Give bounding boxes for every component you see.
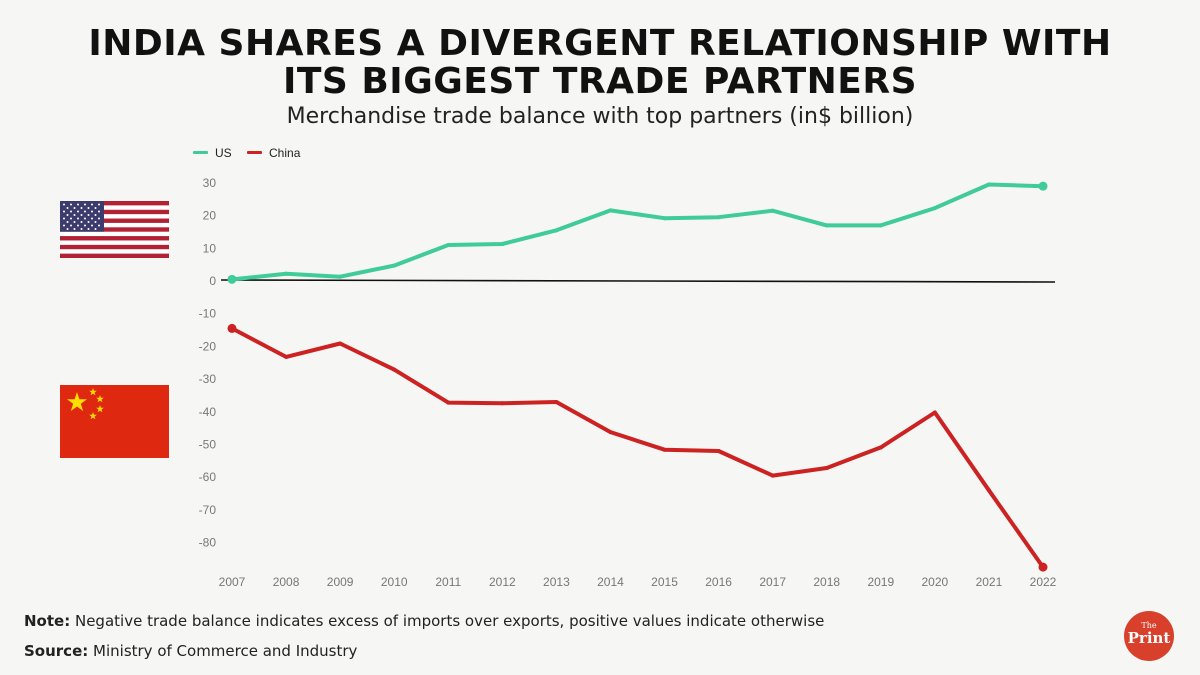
legend-swatch-china bbox=[247, 151, 263, 154]
logo-text-small: The bbox=[1141, 621, 1157, 630]
data-point-china bbox=[986, 488, 991, 493]
data-point-us bbox=[338, 274, 343, 279]
x-tick-label: 2017 bbox=[759, 575, 786, 589]
series-line-us bbox=[230, 182, 1045, 282]
y-tick-label: 20 bbox=[203, 209, 217, 223]
x-tick-label: 2010 bbox=[381, 575, 408, 589]
x-tick-label: 2016 bbox=[705, 575, 732, 589]
data-point-china bbox=[1038, 562, 1048, 572]
chart-legend: US China bbox=[193, 143, 312, 160]
x-tick-label: 2007 bbox=[219, 575, 246, 589]
y-tick-label: -40 bbox=[199, 405, 217, 419]
data-point-china bbox=[932, 410, 937, 415]
data-point-us bbox=[824, 223, 829, 228]
series-line-china bbox=[230, 326, 1045, 570]
legend-item-china: China bbox=[247, 146, 300, 160]
legend-label-us: US bbox=[215, 145, 232, 160]
data-point-china bbox=[446, 400, 451, 405]
x-tick-label: 2019 bbox=[867, 575, 894, 589]
data-point-china bbox=[554, 399, 559, 404]
data-point-china bbox=[824, 466, 829, 471]
data-point-china bbox=[284, 354, 289, 359]
logo-text-big: Print bbox=[1127, 629, 1171, 647]
y-tick-label: -10 bbox=[199, 307, 217, 321]
china-flag-icon bbox=[60, 385, 169, 458]
data-point-china bbox=[662, 447, 667, 452]
data-point-china bbox=[770, 473, 775, 478]
legend-item-us: US bbox=[193, 146, 232, 160]
x-tick-label: 2020 bbox=[922, 575, 949, 589]
x-tick-label: 2014 bbox=[597, 575, 624, 589]
x-tick-label: 2021 bbox=[976, 575, 1003, 589]
chart-title-line-2: ITS BIGGEST TRADE PARTNERS bbox=[282, 61, 918, 102]
data-point-us bbox=[446, 243, 451, 248]
source-label: Source: bbox=[24, 642, 89, 660]
x-tick-label: 2013 bbox=[543, 575, 570, 589]
data-point-china bbox=[392, 367, 397, 372]
x-tick-label: 2015 bbox=[651, 575, 678, 589]
y-tick-label: -70 bbox=[199, 503, 217, 517]
x-tick-label: 2022 bbox=[1030, 575, 1057, 589]
data-point-us bbox=[716, 215, 721, 220]
data-point-us bbox=[392, 263, 397, 268]
y-tick-label: 10 bbox=[203, 241, 217, 255]
note-label: Note: bbox=[24, 612, 71, 630]
data-point-us bbox=[1038, 181, 1048, 191]
x-tick-label: 2012 bbox=[489, 575, 516, 589]
chart-note: Note: Negative trade balance indicates e… bbox=[24, 612, 824, 630]
note-text: Negative trade balance indicates excess … bbox=[74, 612, 825, 630]
x-tick-label: 2008 bbox=[273, 575, 300, 589]
source-text: Ministry of Commerce and Industry bbox=[93, 642, 358, 660]
data-point-us bbox=[986, 182, 991, 187]
data-point-china bbox=[716, 449, 721, 454]
y-tick-label: 30 bbox=[203, 176, 217, 190]
data-point-us bbox=[878, 223, 883, 228]
data-point-china bbox=[227, 323, 237, 333]
y-tick-label: -50 bbox=[199, 438, 217, 452]
zero-axis-line bbox=[220, 279, 1056, 283]
data-point-china bbox=[878, 445, 883, 450]
x-tick-label: 2011 bbox=[435, 575, 461, 589]
chart-title-line-1: INDIA SHARES A DIVERGENT RELATIONSHIP WI… bbox=[88, 23, 1112, 64]
legend-swatch-us bbox=[193, 151, 208, 154]
y-tick-label: -20 bbox=[199, 339, 217, 353]
x-tick-label: 2009 bbox=[327, 575, 354, 589]
y-tick-label: -60 bbox=[199, 470, 217, 484]
data-point-us bbox=[500, 242, 505, 247]
data-point-china bbox=[338, 341, 343, 346]
legend-label-china: China bbox=[269, 145, 301, 160]
data-point-us bbox=[608, 208, 613, 213]
theprint-logo: The Print bbox=[1124, 611, 1174, 661]
data-point-china bbox=[500, 401, 505, 406]
y-tick-label: -80 bbox=[199, 536, 217, 550]
chart-subtitle: Merchandise trade balance with top partn… bbox=[286, 104, 914, 129]
data-point-us bbox=[284, 271, 289, 276]
y-tick-label: -30 bbox=[199, 372, 217, 386]
x-tick-label: 2018 bbox=[813, 575, 840, 589]
y-tick-label: 0 bbox=[209, 274, 216, 288]
data-point-us bbox=[227, 274, 237, 284]
chart-source: Source: Ministry of Commerce and Industr… bbox=[24, 642, 357, 660]
data-point-us bbox=[770, 208, 775, 213]
data-point-us bbox=[554, 228, 559, 233]
data-point-us bbox=[932, 206, 937, 211]
data-point-us bbox=[662, 216, 667, 221]
data-point-china bbox=[608, 430, 613, 435]
us-flag-icon bbox=[60, 201, 169, 258]
